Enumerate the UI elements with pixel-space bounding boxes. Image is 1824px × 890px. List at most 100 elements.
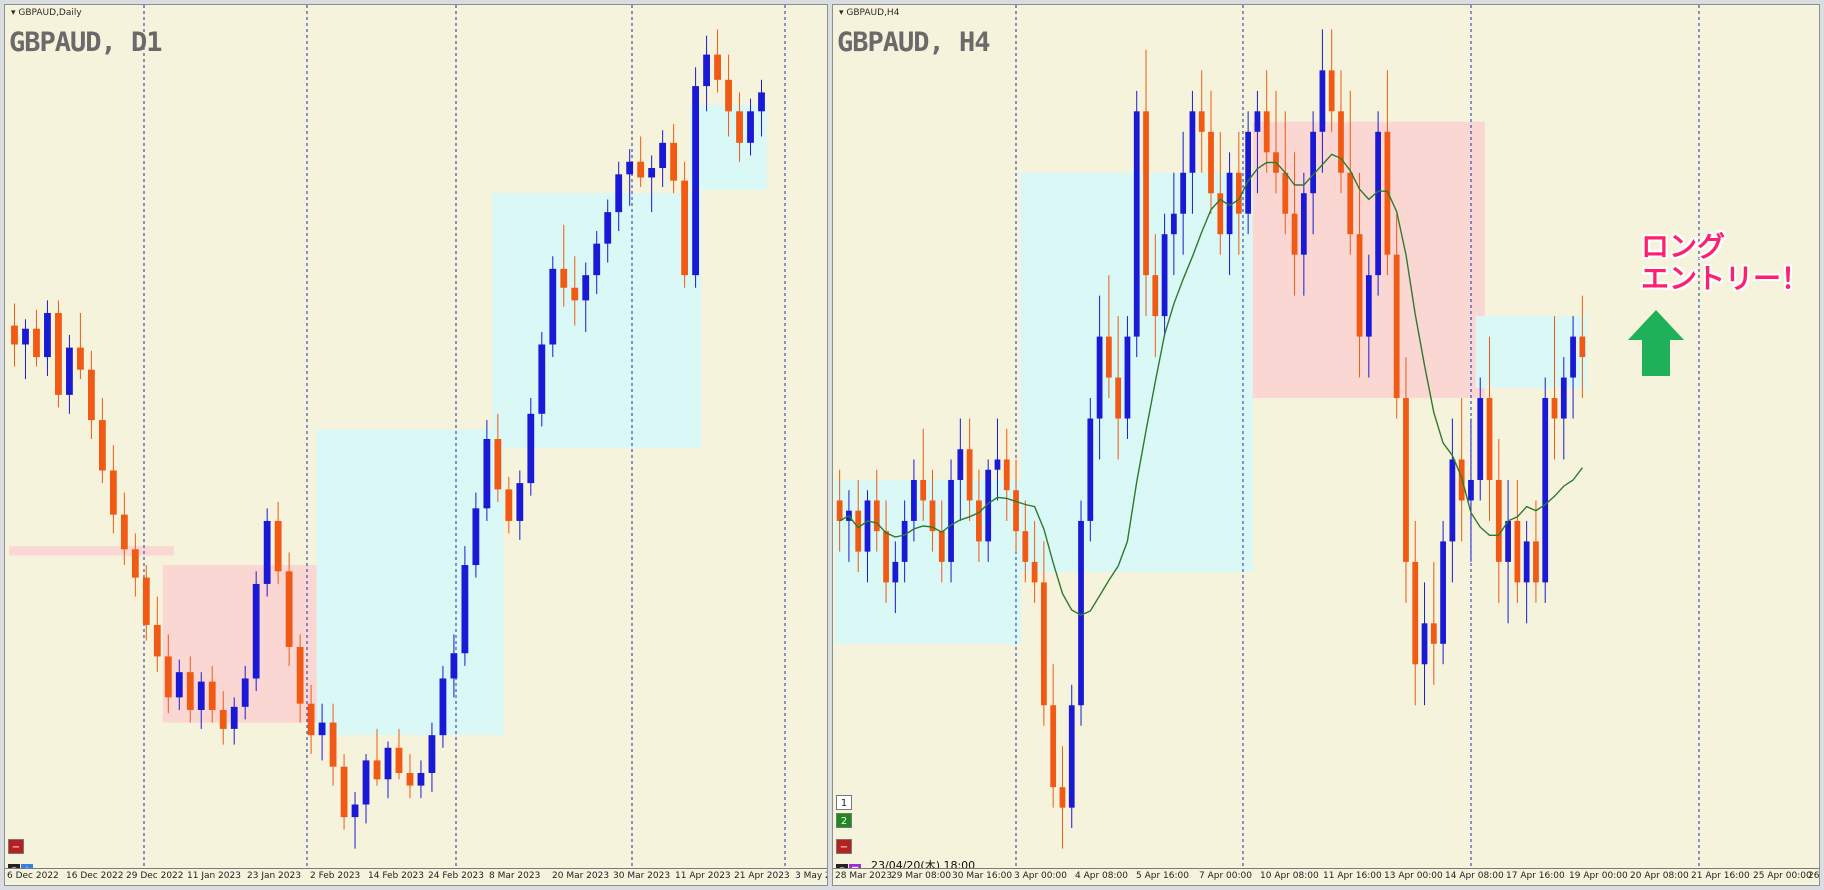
x-tick-label: 3 Apr 00:00 [1014,871,1067,881]
zone-blue-2 [316,429,504,736]
candle-body [1143,111,1149,276]
x-tick-label: 17 Apr 16:00 [1506,871,1565,881]
candle-body [395,747,403,773]
zone-blue-0 [835,479,1021,644]
x-tick-label: 21 Apr 2023 [734,871,790,881]
candle-body [263,520,271,584]
candle-body [55,312,62,395]
zone-blue-3 [1475,316,1587,388]
candle-body [637,161,645,178]
candle-body [1105,336,1112,378]
candle-body [1356,234,1363,337]
candle-body [1486,398,1493,480]
candle-body [1263,111,1270,153]
x-tick-label: 20 Apr 08:00 [1630,871,1689,881]
candle-body [428,735,436,773]
candle-body [131,549,139,578]
candle-body [1347,172,1354,235]
symbol-tag-label: GBPAUD,Daily [18,8,82,18]
minus-square-icon[interactable]: − [8,839,24,854]
candle-body [285,571,293,647]
annotation-line-1: ロング [1641,230,1726,263]
candle-body [938,531,945,562]
x-tick-label: 30 Mar 2023 [613,871,671,881]
candle-body [571,287,579,301]
candle-body [985,469,992,542]
candle-body [1031,561,1038,583]
candle-body [758,92,765,112]
candle-body [1310,131,1317,194]
x-tick-label: 7 Apr 00:00 [1199,871,1252,881]
candle-body [714,54,721,80]
candle-body [1542,398,1549,583]
x-tick-label: 20 Mar 2023 [552,871,610,881]
candle-body [1328,70,1335,112]
candle-body [681,180,689,276]
symbol-tag: ▾ GBPAUD,H4 [839,8,900,18]
candle-body [175,672,183,698]
candle-body [615,174,623,213]
candle-body [44,312,51,358]
candle-body [77,347,84,370]
x-tick-label: 23 Jan 2023 [247,871,301,881]
candle-body [1245,131,1252,214]
candle-body [920,479,927,501]
candle-body [252,583,260,679]
chart-window-daily[interactable]: ▾ GBPAUD,Daily GBPAUD, D1 − ◉★ 6 Dec 202… [4,4,828,886]
candle-body [164,656,172,698]
candle-body [1161,234,1168,317]
chart-window-h4[interactable]: ▾ GBPAUD,H4 GBPAUD, H4 ロング エントリー！ 1 2 − … [832,4,1820,886]
candle-body [340,766,348,818]
minus-square-icon[interactable]: − [836,839,852,854]
candle-body [208,681,216,710]
candle-body [582,275,590,301]
candle-body [1170,213,1177,235]
candle-body [994,459,1001,470]
x-tick-label: 6 Dec 2022 [7,871,59,881]
candle-body [892,561,899,583]
x-tick-label: 29 Dec 2022 [126,871,184,881]
candle-body [1468,479,1474,501]
candle-body [362,760,370,805]
x-tick-label: 4 Apr 08:00 [1075,871,1128,881]
h4-candlestick-chart[interactable] [833,5,1819,885]
candle-body [417,772,425,786]
candle-body [670,142,678,181]
daily-candlestick-chart[interactable] [5,5,827,885]
chart-title: GBPAUD, H4 [837,27,991,58]
candle-body [1430,623,1437,644]
candle-body [186,672,194,710]
candle-body [873,500,880,532]
candle-body [966,449,973,501]
candle-body [1449,459,1456,542]
candle-body [1505,520,1511,562]
candle-body [1365,275,1372,337]
candle-body [1180,172,1187,214]
candle-body [296,646,304,704]
candle-body [836,500,843,521]
candle-body [703,54,710,87]
candle-body [219,709,227,729]
candle-body [11,325,18,345]
candle-body [1579,336,1586,358]
x-tick-label: 8 Mar 2023 [489,871,541,881]
x-tick-label: 26 A [1808,871,1820,881]
candle-body [1041,582,1047,706]
x-tick-label: 10 Apr 08:00 [1260,871,1319,881]
chart-button-1[interactable]: 1 [836,795,852,810]
candle-body [1300,193,1307,255]
candle-body [461,565,469,654]
candle-body [1096,336,1103,419]
candle-body [307,703,315,736]
candle-body [384,747,392,780]
chart-button-2[interactable]: 2 [836,813,852,828]
x-tick-label: 5 Apr 16:00 [1136,871,1189,881]
chart-title: GBPAUD, D1 [9,27,163,58]
candle-body [516,483,524,521]
candle-body [1533,541,1539,583]
candle-body [1133,111,1140,337]
x-tick-label: 13 Apr 00:00 [1384,871,1443,881]
x-tick-label: 14 Feb 2023 [368,871,425,881]
candle-body [725,79,732,112]
